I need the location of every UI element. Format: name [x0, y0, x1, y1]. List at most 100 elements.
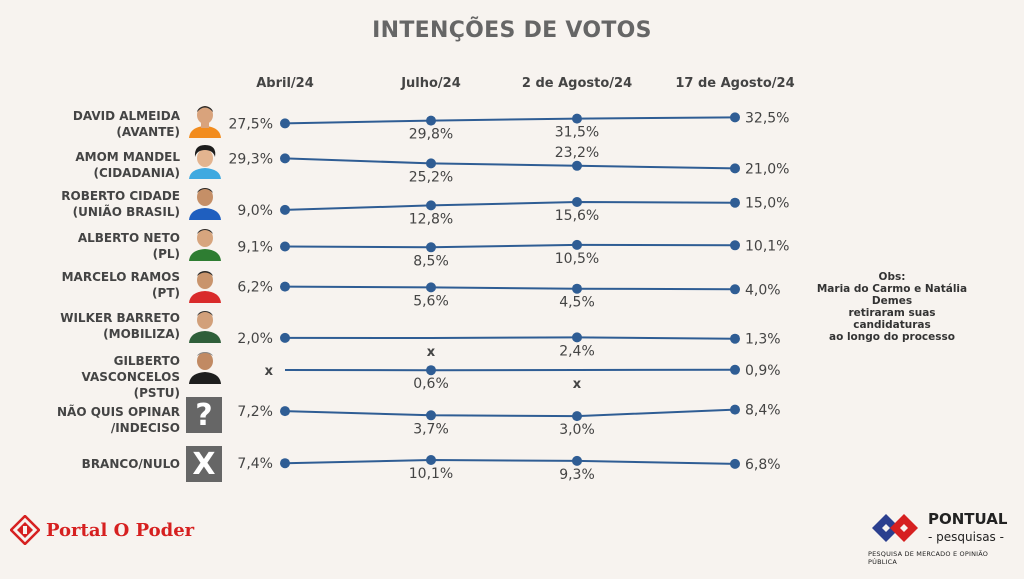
- data-point: [572, 455, 582, 466]
- candidate-name: ALBERTO NETO: [77, 231, 180, 245]
- pontual-logo-sub: - pesquisas -: [928, 530, 1004, 544]
- data-label: 1,3%: [745, 332, 781, 348]
- data-point: [730, 458, 740, 469]
- pontual-pesquisas-logo: PONTUAL - pesquisas - PESQUISA DE MERCAD…: [868, 506, 1018, 568]
- candidate-label-amom: AMOM MANDEL (CIDADANIA): [20, 149, 180, 181]
- data-point: [730, 197, 740, 208]
- data-point: [426, 242, 436, 253]
- candidate-party: (CIDADANIA): [93, 166, 180, 180]
- missing-marker: x: [427, 345, 436, 360]
- data-label: 4,0%: [745, 282, 781, 298]
- column-header-april: Abril/24: [256, 76, 314, 91]
- data-point: [572, 160, 582, 171]
- obs-line: ao longo do processo: [829, 331, 955, 343]
- candidate-party: (PT): [152, 286, 180, 300]
- data-point: [426, 410, 436, 421]
- column-header-aug17: 17 de Agosto/24: [675, 76, 795, 91]
- data-point: [572, 113, 582, 124]
- data-label: 2,0%: [237, 331, 273, 347]
- data-point: [280, 458, 290, 469]
- data-label: 10,1%: [409, 466, 453, 482]
- question-icon: ?: [186, 397, 222, 433]
- candidate-name: ROBERTO CIDADE: [61, 189, 180, 203]
- data-point: [572, 332, 582, 343]
- data-label: 9,0%: [237, 203, 273, 219]
- candidate-label-alberto: ALBERTO NETO (PL): [20, 230, 180, 262]
- candidate-name: BRANCO/NULO: [81, 457, 180, 471]
- data-label: 32,5%: [745, 110, 789, 126]
- data-point: [280, 241, 290, 252]
- data-label: 15,0%: [745, 196, 789, 212]
- data-label: 6,2%: [237, 280, 273, 296]
- candidate-label-blank: BRANCO/NULO: [20, 456, 180, 472]
- chart-title: INTENÇÕES DE VOTOS: [372, 18, 652, 43]
- data-point: [730, 333, 740, 344]
- data-label: 29,3%: [229, 151, 273, 167]
- data-point: [426, 158, 436, 169]
- data-point: [426, 282, 436, 293]
- data-label: 3,0%: [559, 422, 595, 438]
- data-point: [572, 411, 582, 422]
- data-point: [730, 112, 740, 123]
- series-line: [284, 200, 736, 211]
- series-line: [284, 285, 736, 291]
- data-label: 7,4%: [237, 456, 273, 472]
- portal-o-poder-logo: Portal O Poder: [10, 515, 194, 545]
- obs-title: Obs:: [878, 271, 906, 283]
- data-point: [730, 163, 740, 174]
- data-label: 12,8%: [409, 211, 453, 227]
- data-label: 31,5%: [555, 125, 599, 141]
- data-label: 8,5%: [413, 253, 449, 269]
- data-point: [280, 406, 290, 417]
- data-label: 8,4%: [745, 403, 781, 419]
- series-line: [284, 116, 736, 125]
- candidate-name: GILBERTO VASCONCELOS: [81, 354, 180, 384]
- obs-line: retiraram suas candidaturas: [848, 307, 936, 331]
- data-point: [730, 240, 740, 251]
- avatar-david: [186, 100, 224, 138]
- data-point: [730, 404, 740, 415]
- series-line: [284, 243, 736, 249]
- portal-logo-icon: [10, 515, 40, 545]
- candidate-name: DAVID ALMEIDA: [72, 109, 180, 123]
- candidate-label-gilberto: GILBERTO VASCONCELOS (PSTU): [20, 353, 180, 401]
- pontual-logo-tagline: PESQUISA DE MERCADO E OPINIÃO PÚBLICA: [868, 550, 989, 566]
- data-point: [426, 115, 436, 126]
- candidate-label-marcelo: MARCELO RAMOS (PT): [20, 269, 180, 301]
- avatar-gilberto: [186, 346, 224, 384]
- data-point: [280, 153, 290, 164]
- data-label: 23,2%: [555, 145, 599, 161]
- pontual-logo-name: PONTUAL: [928, 510, 1008, 528]
- data-label: 25,2%: [409, 169, 453, 185]
- candidate-name: AMOM MANDEL: [75, 150, 180, 164]
- data-label: 21,0%: [745, 161, 789, 177]
- data-point: [730, 364, 740, 375]
- data-point: [426, 365, 436, 376]
- series-line: [284, 408, 736, 418]
- data-point: [426, 200, 436, 211]
- data-point: [280, 281, 290, 292]
- missing-marker: x: [265, 364, 274, 379]
- data-label: 3,7%: [413, 421, 449, 437]
- series-line: [284, 458, 736, 465]
- data-point: [730, 284, 740, 295]
- data-point: [280, 118, 290, 129]
- candidate-name: MARCELO RAMOS: [61, 270, 180, 284]
- data-label: 7,2%: [237, 404, 273, 420]
- candidate-label-david: DAVID ALMEIDA (AVANTE): [20, 108, 180, 140]
- candidate-party: (AVANTE): [116, 125, 180, 139]
- candidate-party: (UNIÃO BRASIL): [72, 205, 180, 219]
- candidate-label-roberto: ROBERTO CIDADE (UNIÃO BRASIL): [20, 188, 180, 220]
- candidate-name: NÃO QUIS OPINAR: [57, 405, 180, 419]
- data-label: 0,6%: [413, 376, 449, 392]
- observation-note: Obs: Maria do Carmo e Natália Demes reti…: [812, 271, 972, 343]
- candidate-party: (PSTU): [133, 386, 180, 400]
- data-label: 9,1%: [237, 240, 273, 256]
- data-label: 0,9%: [745, 363, 781, 379]
- data-label: 2,4%: [559, 343, 595, 359]
- pontual-logo-icon: [872, 514, 918, 542]
- candidate-party: /INDECISO: [110, 421, 180, 435]
- column-header-aug2: 2 de Agosto/24: [521, 76, 633, 91]
- candidate-party: (MOBILIZA): [103, 327, 180, 341]
